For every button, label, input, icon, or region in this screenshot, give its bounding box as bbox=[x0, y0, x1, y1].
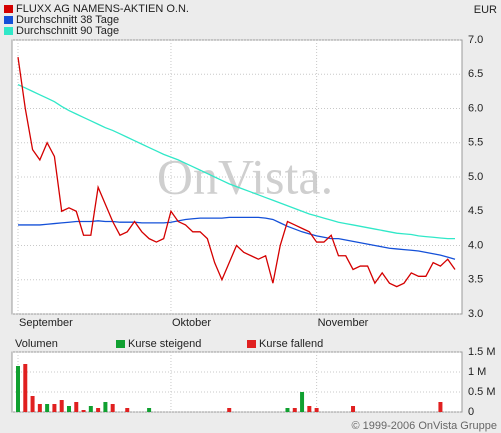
volume-bar bbox=[45, 404, 50, 412]
watermark: OnVista. bbox=[157, 148, 333, 204]
volume-bar bbox=[438, 402, 443, 412]
volume-bar bbox=[59, 400, 64, 412]
y-tick-label: 4.0 bbox=[468, 239, 483, 251]
volume-bar bbox=[81, 410, 86, 412]
volume-plot-area bbox=[11, 351, 463, 413]
volume-bar bbox=[351, 406, 356, 412]
volume-bar bbox=[66, 406, 71, 412]
volume-title: Volumen bbox=[15, 338, 58, 350]
y-tick-label: 1 M bbox=[468, 366, 486, 378]
volume-bar bbox=[16, 366, 20, 412]
currency: EUR bbox=[474, 4, 497, 16]
volume-bar bbox=[88, 406, 93, 412]
volume-bar bbox=[285, 408, 290, 412]
footer: © 1999-2006 OnVista Gruppe bbox=[352, 420, 498, 432]
legend-label: Durchschnitt 38 Tage bbox=[16, 14, 119, 26]
legend-label: Kurse fallend bbox=[259, 338, 323, 350]
legend-swatch bbox=[4, 16, 13, 24]
volume-bar bbox=[52, 404, 57, 412]
y-tick-label: 0.5 M bbox=[468, 386, 496, 398]
x-tick-label: November bbox=[318, 317, 369, 329]
volume-bar bbox=[314, 408, 319, 412]
y-tick-label: 3.0 bbox=[468, 308, 483, 320]
y-tick-label: 0 bbox=[468, 406, 474, 418]
volume-bar bbox=[37, 404, 42, 412]
y-tick-label: 7.0 bbox=[468, 34, 483, 46]
volume-bar bbox=[227, 408, 232, 412]
volume-bar bbox=[96, 408, 101, 412]
series-line bbox=[17, 83, 455, 240]
legend-swatch bbox=[247, 340, 256, 348]
y-tick-label: 5.5 bbox=[468, 137, 483, 149]
legend-swatch bbox=[4, 27, 13, 35]
x-tick-label: September bbox=[19, 317, 73, 329]
y-tick-label: 6.0 bbox=[468, 102, 483, 114]
y-tick-label: 4.5 bbox=[468, 205, 483, 217]
volume-bar bbox=[300, 392, 305, 412]
legend-swatch bbox=[116, 340, 125, 348]
volume-bar bbox=[125, 408, 130, 412]
y-tick-label: 3.5 bbox=[468, 274, 483, 286]
volume-bar bbox=[30, 396, 35, 412]
y-tick-label: 1.5 M bbox=[468, 346, 496, 358]
series-line bbox=[17, 57, 456, 288]
legend-label: Durchschnitt 90 Tage bbox=[16, 25, 119, 37]
series-line bbox=[18, 216, 456, 260]
volume-bar bbox=[23, 364, 28, 412]
legend-label: FLUXX AG NAMENS-AKTIEN O.N. bbox=[16, 3, 189, 15]
y-tick-label: 6.5 bbox=[468, 68, 483, 80]
legend-swatch bbox=[4, 5, 13, 13]
volume-bar bbox=[292, 408, 297, 412]
y-tick-label: 5.0 bbox=[468, 171, 483, 183]
volume-bar bbox=[307, 406, 312, 412]
legend-label: Kurse steigend bbox=[128, 338, 201, 350]
volume-bar bbox=[110, 404, 115, 412]
volume-bar bbox=[74, 402, 79, 412]
volume-bar bbox=[147, 408, 152, 412]
x-tick-label: Oktober bbox=[172, 317, 211, 329]
volume-bar bbox=[103, 402, 108, 412]
